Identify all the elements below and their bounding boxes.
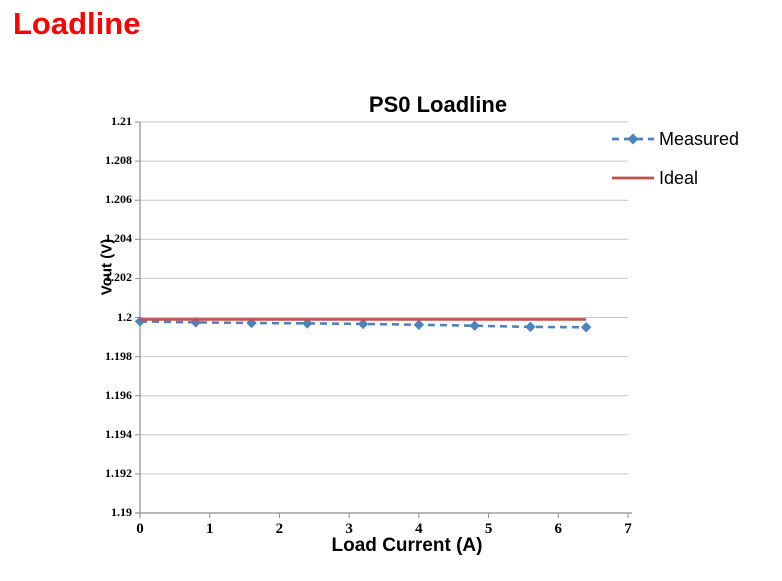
chart-title: PS0 Loadline bbox=[368, 92, 508, 117]
y-axis-label: Vout (V) bbox=[98, 238, 116, 296]
y-tick-label: 1.194 bbox=[105, 426, 132, 441]
x-tick-label: 0 bbox=[136, 521, 144, 537]
y-tick-label: 1.2 bbox=[117, 309, 132, 324]
measured-series-swatch-icon bbox=[612, 133, 654, 145]
x-tick-label: 2 bbox=[275, 521, 284, 537]
legend-label-measured: Measured bbox=[659, 128, 740, 149]
y-tick-label: 1.196 bbox=[105, 387, 132, 402]
y-tick-label: 1.208 bbox=[105, 153, 132, 168]
x-tick-label: 5 bbox=[484, 521, 493, 537]
y-tick-label: 1.202 bbox=[105, 270, 132, 285]
y-tick-label: 1.206 bbox=[105, 192, 132, 207]
x-tick-label: 7 bbox=[624, 521, 632, 537]
y-tick-label: 1.21 bbox=[111, 114, 132, 128]
y-tick-label: 1.198 bbox=[105, 348, 132, 363]
page-heading: Loadline bbox=[13, 6, 141, 41]
legend-item-measured: Measured bbox=[611, 127, 739, 151]
x-tick-label: 3 bbox=[345, 521, 353, 537]
x-axis-label: Load Current (A) bbox=[331, 535, 483, 556]
y-tick-label: 1.204 bbox=[105, 231, 132, 246]
legend: Measured Ideal bbox=[611, 127, 739, 190]
ideal-series-swatch-icon bbox=[612, 176, 654, 180]
y-tick-label: 1.192 bbox=[105, 465, 132, 480]
x-tick-label: 1 bbox=[205, 521, 214, 537]
x-tick-label: 6 bbox=[554, 521, 563, 537]
x-tick-label: 4 bbox=[415, 521, 423, 537]
legend-item-ideal: Ideal bbox=[611, 166, 739, 190]
legend-label-ideal: Ideal bbox=[659, 167, 699, 188]
y-tick-label: 1.19 bbox=[111, 505, 132, 519]
